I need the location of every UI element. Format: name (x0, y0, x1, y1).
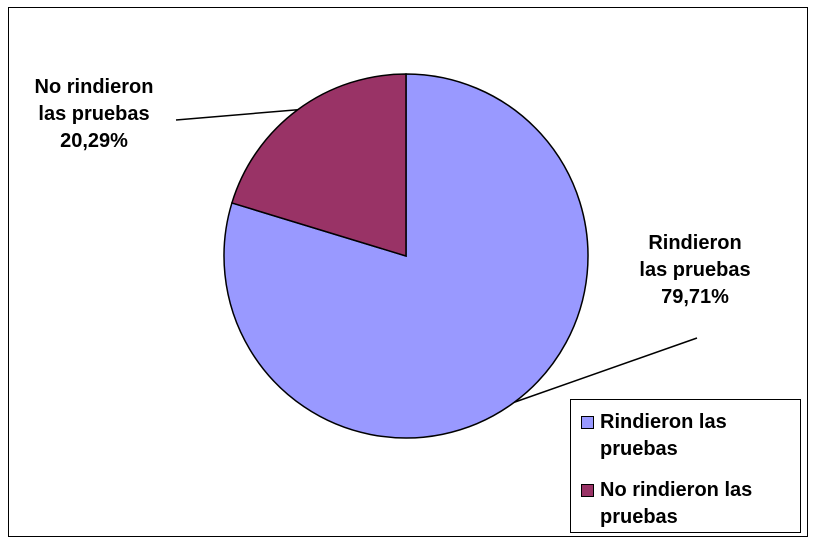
leader-line-1 (175, 108, 298, 121)
data-label-rindieron: Rindieron las pruebas 79,71% (610, 230, 780, 311)
legend-label-rindieron: Rindieron las pruebas (600, 411, 727, 460)
legend-swatch-rindieron (581, 416, 594, 429)
data-label-yes-line1: Rindieron (648, 232, 742, 254)
data-label-no-percent: 20,29% (60, 130, 128, 152)
leader-line-0 (514, 337, 698, 403)
data-label-no-line1: No rindieron (34, 76, 154, 98)
legend-label-no-rindieron: No rindieron las pruebas (600, 479, 753, 528)
data-label-yes-percent: 79,71% (661, 286, 729, 308)
data-label-no-rindieron: No rindieron las pruebas 20,29% (14, 74, 174, 155)
pie-slice-1 (230, 73, 407, 258)
chart-border (8, 7, 808, 537)
data-label-yes-line2: las pruebas (639, 259, 751, 281)
data-label-no-line2: las pruebas (38, 103, 150, 125)
legend-swatch-no-rindieron (581, 484, 594, 497)
legend: Rindieron las pruebas No rindieron las p… (570, 399, 801, 533)
